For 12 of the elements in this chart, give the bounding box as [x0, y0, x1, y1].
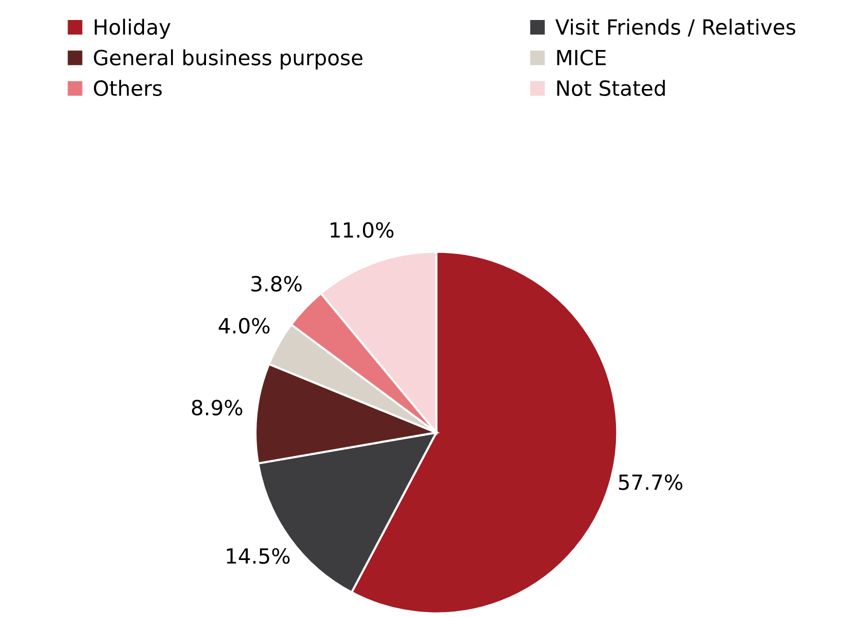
- data-label: 8.9%: [192, 400, 242, 416]
- data-label: 11.0%: [330, 222, 394, 238]
- legend-label: Holiday: [94, 18, 170, 39]
- data-label: 4.0%: [218, 318, 270, 334]
- legend-label: MICE: [557, 50, 606, 66]
- legend-label: General business purpose: [94, 49, 362, 70]
- data-label: 3.8%: [251, 276, 302, 292]
- legend-label: Others: [94, 80, 162, 96]
- data-label: 14.5%: [226, 548, 290, 564]
- legend-label: Visit Friends / Relatives: [555, 18, 796, 37]
- data-label: 57.7%: [618, 474, 682, 490]
- legend-label: Not Stated: [557, 80, 665, 96]
